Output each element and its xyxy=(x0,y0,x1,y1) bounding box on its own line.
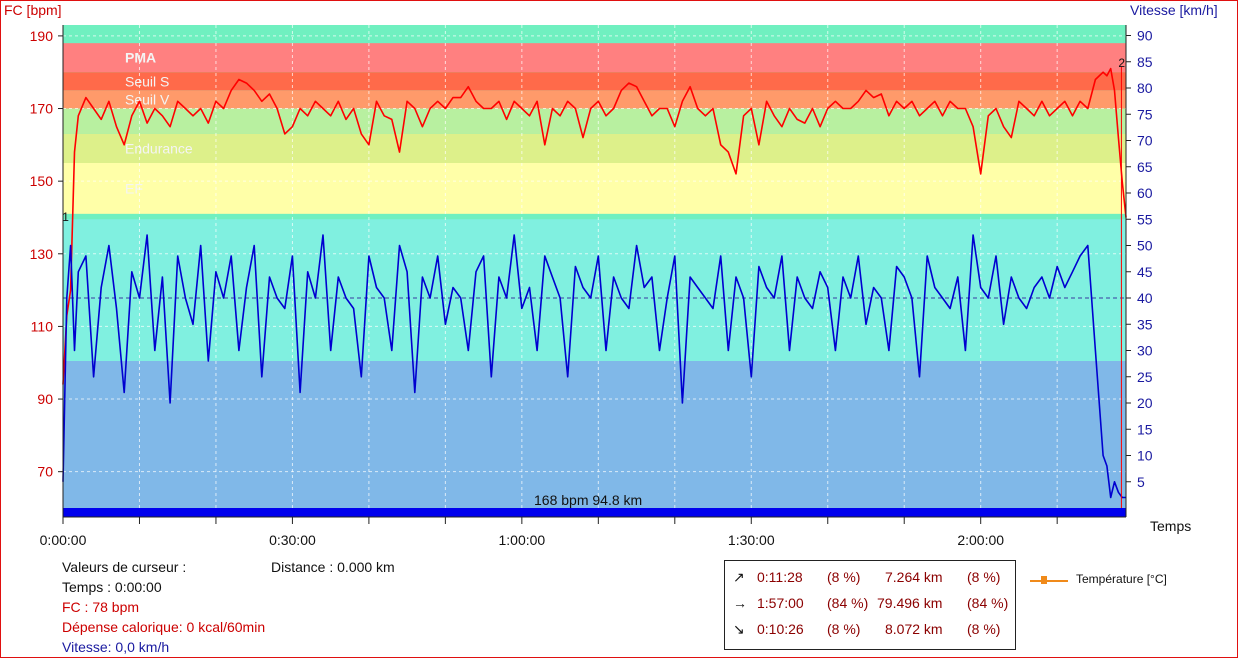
y-right-tick-label: 70 xyxy=(1137,133,1153,149)
cursor-heart-rate: FC : 78 bpm xyxy=(62,599,140,615)
stats-time-percent: (8 %) xyxy=(827,621,861,637)
stats-row-uphill: ↗ 0:11:28 (8 %) 7.264 km (8 %) xyxy=(725,569,1015,591)
y-left-tick-label: 110 xyxy=(31,318,54,334)
cursor-speed: Vitesse: 0,0 km/h xyxy=(62,639,170,655)
stats-distance-percent: (8 %) xyxy=(967,621,1001,637)
hr-zone-label: EF xyxy=(125,180,143,196)
y-left-tick-label: 170 xyxy=(30,101,54,117)
hr-zone-band xyxy=(63,90,1126,109)
y-right-tick-label: 10 xyxy=(1137,448,1153,464)
temperature-legend-marker xyxy=(1041,576,1047,584)
y-right-tick-label: 25 xyxy=(1137,369,1153,385)
stats-time: 0:11:28 xyxy=(757,569,803,585)
x-tick-label: 1:00:00 xyxy=(498,532,545,548)
hr-zone-label: Seuil V xyxy=(125,91,170,107)
y-right-tick-label: 55 xyxy=(1137,211,1153,227)
cursor-distance: Distance : 0.000 km xyxy=(271,559,395,575)
stats-time-percent: (8 %) xyxy=(827,569,861,585)
temperature-legend-label: Température [°C] xyxy=(1076,572,1167,586)
temperature-legend-line xyxy=(1030,580,1068,582)
y-right-tick-label: 35 xyxy=(1137,316,1153,332)
y-right-tick-label: 75 xyxy=(1137,106,1153,122)
stats-distance: 7.264 km xyxy=(885,569,943,585)
hr-zone-label: Endurance xyxy=(125,140,193,156)
stats-distance-percent: (84 %) xyxy=(967,595,1009,611)
y-right-tick-label: 15 xyxy=(1137,421,1153,437)
cursor-calories: Dépense calorique: 0 kcal/60min xyxy=(62,619,266,635)
y-right-axis-label: Vitesse [km/h] xyxy=(1130,2,1218,18)
y-right-tick-label: 30 xyxy=(1137,343,1153,359)
hr-zone-band xyxy=(63,108,1126,134)
x-tick-label: 1:30:00 xyxy=(728,532,775,548)
lap-marker-label: 2 xyxy=(1118,56,1125,70)
x-tick-label: 0:00:00 xyxy=(40,532,87,548)
downhill-arrow-icon: ↘ xyxy=(733,621,745,637)
y-left-tick-label: 150 xyxy=(30,173,54,189)
y-right-tick-label: 20 xyxy=(1137,395,1153,411)
y-left-tick-label: 70 xyxy=(37,464,53,480)
speed-zone-band xyxy=(63,361,1126,508)
hr-zone-band xyxy=(63,133,1126,163)
y-right-tick-label: 45 xyxy=(1137,264,1153,280)
cursor-values-title: Valeurs de curseur : xyxy=(62,559,187,575)
stats-distance: 8.072 km xyxy=(885,621,943,637)
series-line-vitesse xyxy=(62,234,1126,499)
stats-distance: 79.496 km xyxy=(877,595,943,611)
hr-zone-band xyxy=(63,163,1126,214)
y-right-tick-label: 80 xyxy=(1137,80,1153,96)
uphill-arrow-icon: ↗ xyxy=(733,569,745,585)
x-axis-label: Temps xyxy=(1150,518,1192,534)
stats-row-flat: → 1:57:00 (84 %) 79.496 km (84 %) xyxy=(725,595,1015,617)
y-right-tick-label: 5 xyxy=(1137,474,1145,490)
hr-zone-band xyxy=(63,72,1126,91)
y-left-tick-label: 190 xyxy=(30,28,54,44)
cursor-time: Temps : 0:00:00 xyxy=(62,579,162,595)
stats-distance-percent: (8 %) xyxy=(967,569,1001,585)
x-tick-label: 2:00:00 xyxy=(957,532,1004,548)
y-right-tick-label: 50 xyxy=(1137,238,1153,254)
y-right-tick-label: 65 xyxy=(1137,159,1153,175)
y-left-axis-label: FC [bpm] xyxy=(4,2,62,18)
y-right-tick-label: 60 xyxy=(1137,185,1153,201)
stats-time: 0:10:26 xyxy=(757,621,804,637)
x-tick-label: 0:30:00 xyxy=(269,532,316,548)
slope-stats-table: ↗ 0:11:28 (8 %) 7.264 km (8 %) → 1:57:00… xyxy=(724,560,1016,650)
flat-arrow-icon: → xyxy=(733,595,747,611)
y-left-tick-label: 90 xyxy=(37,391,53,407)
stats-row-downhill: ↘ 0:10:26 (8 %) 8.072 km (8 %) xyxy=(725,621,1015,643)
lap-marker-label: 1 xyxy=(62,210,69,224)
y-right-tick-label: 85 xyxy=(1137,54,1153,70)
summary-annotation: 168 bpm 94.8 km xyxy=(534,492,642,508)
y-left-tick-label: 130 xyxy=(30,246,54,262)
hr-zone-band xyxy=(63,43,1126,73)
distance-bar xyxy=(63,508,1126,517)
hr-zone-label: Seuil S xyxy=(125,73,169,89)
hr-zone-label: PMA xyxy=(125,50,156,66)
y-right-tick-label: 90 xyxy=(1137,28,1153,44)
stats-time: 1:57:00 xyxy=(757,595,804,611)
stats-time-percent: (84 %) xyxy=(827,595,869,611)
y-right-tick-label: 40 xyxy=(1137,290,1153,306)
series-line-fc xyxy=(62,67,1127,385)
